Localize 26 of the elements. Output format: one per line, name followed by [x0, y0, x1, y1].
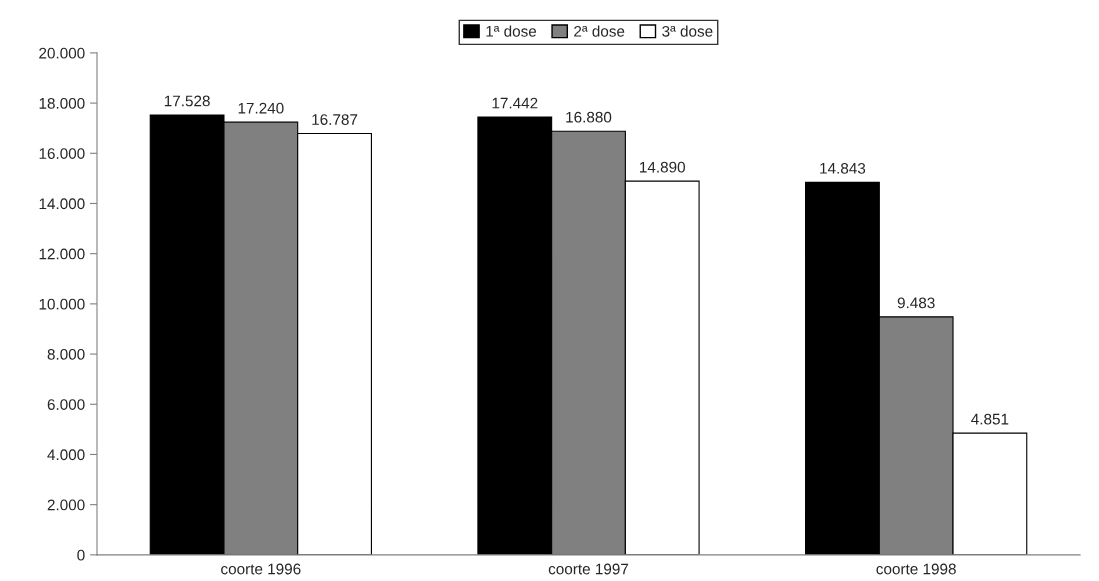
data-label: 16.787 — [312, 114, 358, 125]
legend-label: 2ª dose — [574, 25, 625, 37]
y-tick-label: 12.000 — [39, 248, 85, 260]
data-label: 16.880 — [566, 111, 612, 123]
legend-label: 1ª dose — [486, 25, 537, 37]
y-tick-label: 4.000 — [47, 449, 85, 461]
y-tick-label: 18.000 — [39, 97, 85, 109]
legend-label: 3ª dose — [662, 25, 713, 37]
y-tick-label: 6.000 — [47, 399, 85, 410]
data-label: 17.240 — [238, 102, 284, 114]
y-tick-label: 0 — [77, 549, 85, 561]
y-tick-label: 10.000 — [39, 298, 85, 310]
data-label: 14.843 — [820, 162, 866, 174]
y-tick-label: 2.000 — [47, 499, 85, 511]
y-tick-label: 20.000 — [39, 47, 85, 59]
y-tick-label: 16.000 — [39, 148, 85, 159]
y-tick-label: 14.000 — [39, 198, 85, 210]
data-label: 4.851 — [971, 413, 1009, 425]
data-label: 17.528 — [164, 95, 210, 107]
data-label: 14.890 — [640, 161, 685, 173]
data-label: 17.442 — [492, 97, 538, 109]
x-tick-label: coorte 1998 — [876, 563, 956, 575]
data-label: 9.483 — [897, 297, 935, 309]
x-tick-label: coorte 1997 — [548, 563, 629, 575]
x-tick-label: coorte 1996 — [221, 563, 301, 575]
y-tick-label: 8.000 — [47, 348, 85, 360]
